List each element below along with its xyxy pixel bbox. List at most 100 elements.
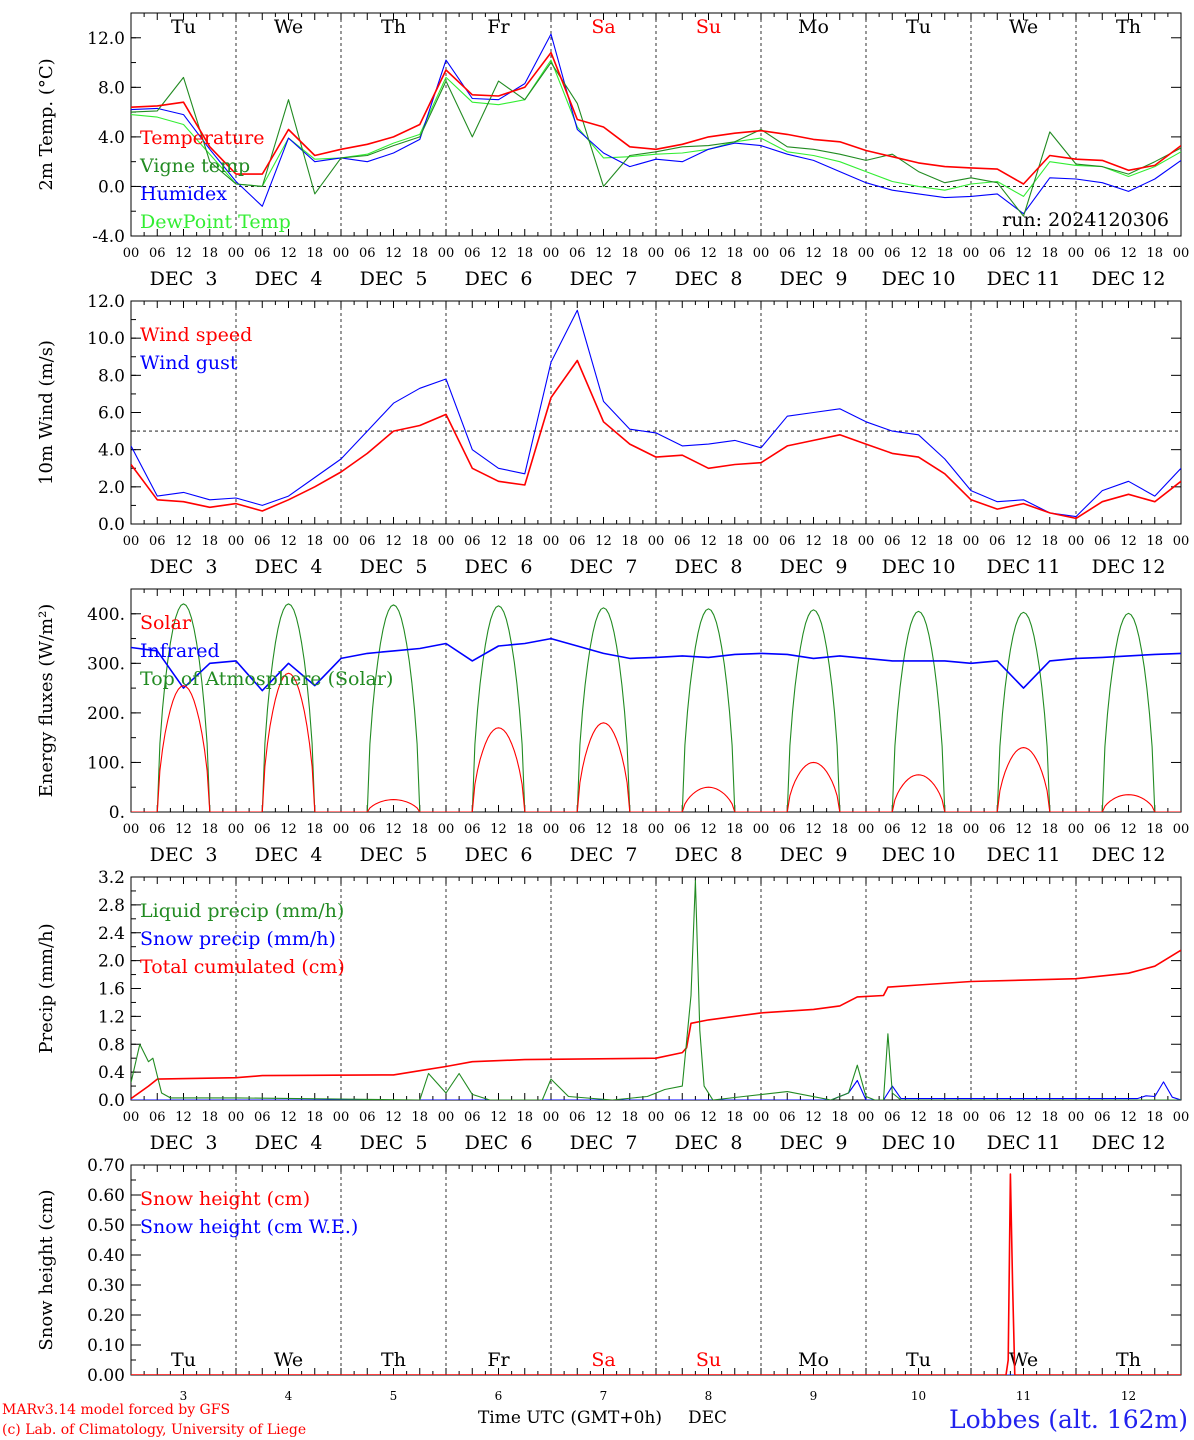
day-number-label: 6 bbox=[495, 1389, 503, 1403]
x-hour-label: 06 bbox=[569, 822, 586, 837]
x-hour-label: 18 bbox=[201, 1110, 218, 1125]
x-hour-label: 18 bbox=[936, 1110, 953, 1125]
x-hour-label: 06 bbox=[989, 534, 1006, 549]
day-number-label: 4 bbox=[285, 1389, 293, 1403]
x-hour-label: 06 bbox=[464, 1110, 481, 1125]
legend-entry: Solar bbox=[140, 612, 192, 634]
x-hour-label: 00 bbox=[753, 534, 770, 549]
y-tick-label: 0.50 bbox=[87, 1216, 125, 1236]
y-tick-label: 8.0 bbox=[98, 78, 125, 98]
x-hour-label: 18 bbox=[726, 822, 743, 837]
x-hour-label: 18 bbox=[306, 246, 323, 261]
y-tick-label: 2.0 bbox=[98, 952, 125, 972]
y-tick-label: 0.70 bbox=[87, 1156, 125, 1176]
series-group bbox=[131, 33, 1181, 217]
x-hour-label: 06 bbox=[254, 1110, 271, 1125]
x-hour-label: 00 bbox=[543, 822, 560, 837]
x-hour-label: 00 bbox=[1173, 246, 1190, 261]
y-tick-label: 2.4 bbox=[98, 924, 125, 944]
x-hour-label: 06 bbox=[254, 246, 271, 261]
x-hour-label: 12 bbox=[175, 534, 192, 549]
x-hour-label: 00 bbox=[963, 246, 980, 261]
plot-frame bbox=[130, 588, 1182, 813]
x-hour-label: 06 bbox=[674, 822, 691, 837]
series-line-vigne-temp bbox=[131, 62, 1181, 217]
x-hour-label: 18 bbox=[516, 534, 533, 549]
series-line-solar bbox=[131, 672, 1181, 812]
x-hour-label: 18 bbox=[201, 246, 218, 261]
y-axis-label: 2m Temp. (°C) bbox=[36, 58, 57, 190]
y-tick-label: 8.0 bbox=[98, 366, 125, 386]
x-date-label: DEC 6 bbox=[465, 268, 533, 290]
x-hour-label: 12 bbox=[595, 1110, 612, 1125]
x-hour-label: 06 bbox=[254, 822, 271, 837]
x-date-label: DEC 5 bbox=[360, 1132, 428, 1154]
x-date-label: DEC 4 bbox=[255, 1132, 323, 1154]
x-hour-label: 06 bbox=[1094, 822, 1111, 837]
x-hour-label: 12 bbox=[175, 822, 192, 837]
series-line-infrared bbox=[131, 637, 1181, 692]
x-date-label: DEC 12 bbox=[1092, 556, 1166, 578]
x-hour-label: 06 bbox=[464, 822, 481, 837]
x-hour-label: 12 bbox=[595, 822, 612, 837]
x-hour-label: 18 bbox=[1146, 246, 1163, 261]
x-hour-label: 12 bbox=[595, 534, 612, 549]
legend-entry: Snow height (cm W.E.) bbox=[140, 1216, 358, 1238]
day-number-label: 10 bbox=[911, 1389, 926, 1403]
x-hour-label: 00 bbox=[438, 822, 455, 837]
x-hour-label: 06 bbox=[1094, 1110, 1111, 1125]
x-hour-label: 00 bbox=[438, 246, 455, 261]
x-hour-label: 06 bbox=[989, 1110, 1006, 1125]
x-hour-label: 18 bbox=[936, 534, 953, 549]
day-name-label: Th bbox=[1116, 16, 1141, 38]
series-line-liquid-precip-mm-h bbox=[131, 879, 1181, 1100]
x-date-label: DEC 7 bbox=[570, 1132, 638, 1154]
legend-entry: Vigne temp bbox=[139, 155, 250, 177]
day-name-label: Fr bbox=[487, 16, 510, 38]
day-name-label: We bbox=[1009, 16, 1038, 38]
x-date-label: DEC 9 bbox=[780, 268, 848, 290]
x-hour-label: 00 bbox=[438, 534, 455, 549]
x-hour-label: 12 bbox=[1120, 534, 1137, 549]
day-name-label: Th bbox=[381, 1349, 406, 1371]
y-tick-label: 10.0 bbox=[87, 329, 125, 349]
day-name-label: We bbox=[1009, 1349, 1038, 1371]
x-hour-label: 12 bbox=[700, 822, 717, 837]
x-hour-label: 00 bbox=[753, 246, 770, 261]
day-number-label: 5 bbox=[390, 1389, 398, 1403]
x-hour-label: 12 bbox=[385, 1110, 402, 1125]
x-date-label: DEC 6 bbox=[465, 556, 533, 578]
panel-5: 0.00 0.10 0.20 0.30 0.40 0.50 0.60 0.70 Snow hei… bbox=[36, 1156, 1182, 1403]
y-axis-label: Precip (mm/h) bbox=[36, 923, 57, 1053]
x-hour-label: 00 bbox=[228, 246, 245, 261]
x-hour-label: 18 bbox=[411, 534, 428, 549]
x-date-label: DEC 6 bbox=[465, 1132, 533, 1154]
x-date-label: DEC 7 bbox=[570, 844, 638, 866]
y-tick-label: 0.60 bbox=[87, 1186, 125, 1206]
series-line-dewpoint-temp bbox=[131, 59, 1181, 197]
x-hour-label: 00 bbox=[1068, 246, 1085, 261]
x-date-label: DEC 5 bbox=[360, 844, 428, 866]
x-hour-label: 12 bbox=[595, 246, 612, 261]
x-hour-label: 12 bbox=[805, 534, 822, 549]
x-date-label: DEC 7 bbox=[570, 268, 638, 290]
x-hour-label: 00 bbox=[858, 246, 875, 261]
y-tick-label: 0.0 bbox=[98, 177, 125, 197]
y-tick-label: 0.8 bbox=[98, 1035, 125, 1055]
y-tick-label: 6.0 bbox=[98, 404, 125, 424]
x-hour-label: 00 bbox=[1068, 534, 1085, 549]
x-hour-label: 06 bbox=[149, 246, 166, 261]
x-date-label: DEC 10 bbox=[882, 556, 956, 578]
series-line-snow-height-cm bbox=[131, 1173, 1181, 1375]
x-hour-label: 18 bbox=[1146, 1110, 1163, 1125]
day-name-label: Tu bbox=[906, 1349, 931, 1371]
x-hour-label: 06 bbox=[149, 534, 166, 549]
y-tick-label: 0.00 bbox=[87, 1366, 125, 1386]
x-hour-label: 00 bbox=[648, 246, 665, 261]
x-hour-label: 12 bbox=[385, 246, 402, 261]
x-hour-label: 18 bbox=[411, 246, 428, 261]
x-hour-label: 06 bbox=[779, 534, 796, 549]
x-hour-label: 18 bbox=[201, 534, 218, 549]
x-date-label: DEC 12 bbox=[1092, 268, 1166, 290]
